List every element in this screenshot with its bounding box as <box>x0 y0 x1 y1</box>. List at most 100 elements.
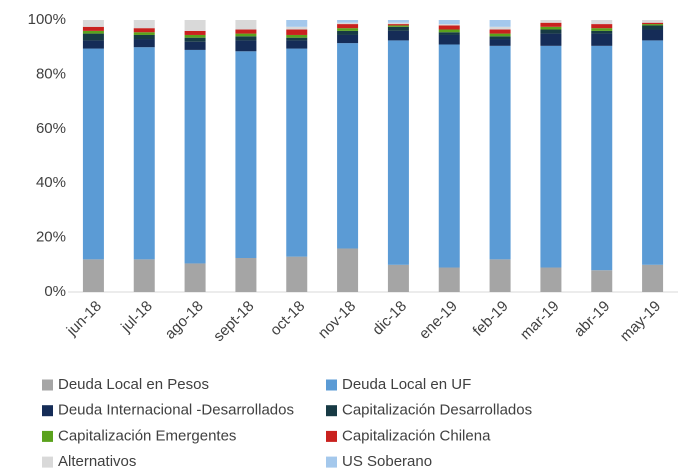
bar-segment <box>438 44 460 268</box>
bar-segment <box>438 267 460 292</box>
bar-segment <box>591 45 613 271</box>
y-tick-label: 80% <box>36 65 66 82</box>
legend-label: Deuda Internacional -Desarrollados <box>58 402 294 419</box>
bar-segment <box>540 267 562 292</box>
legend-label: US Soberano <box>342 453 432 470</box>
legend-swatch <box>326 379 337 391</box>
bar-segment <box>184 30 206 35</box>
legend-label: Capitalización Emergentes <box>58 427 236 444</box>
bar-segment <box>642 24 664 26</box>
legend-swatch <box>326 430 337 442</box>
bar-segment <box>133 32 155 35</box>
bar-segment <box>82 40 104 49</box>
bar-segment <box>387 24 409 26</box>
bar-segment <box>591 28 613 31</box>
bar-segment <box>235 40 257 52</box>
bar-segment <box>489 259 511 292</box>
bar-segment <box>540 26 562 30</box>
y-tick-label: 20% <box>36 229 66 246</box>
bar-segment <box>133 259 155 292</box>
bar-segment <box>184 263 206 292</box>
bar-segment <box>337 24 359 29</box>
bar-segment <box>286 37 308 41</box>
bar-segment <box>337 248 359 292</box>
bar-segment <box>489 39 511 46</box>
y-tick-label: 40% <box>36 174 66 191</box>
y-tick-label: 100% <box>28 11 66 28</box>
bar-segment <box>337 30 359 35</box>
bar-segment <box>642 40 664 265</box>
bar-segment <box>438 20 460 25</box>
bar-segment <box>387 25 409 27</box>
bar-segment <box>489 33 511 37</box>
x-tick-label: nov-18 <box>315 298 359 342</box>
bar-segment <box>82 33 104 41</box>
bar-segment <box>540 22 562 27</box>
bar-segment <box>489 45 511 260</box>
bar-segment <box>133 47 155 260</box>
bar-segment <box>540 45 562 268</box>
x-tick-label: jul-18 <box>117 298 156 337</box>
bar-segment <box>337 22 359 25</box>
x-tick-label: ene-19 <box>416 298 461 343</box>
bar-segment <box>133 39 155 48</box>
x-tick-label: feb-19 <box>470 298 512 340</box>
bar-segment <box>235 51 257 258</box>
legend-label: Deuda Local en UF <box>342 376 471 393</box>
bar-segment <box>133 34 155 40</box>
bar-segment <box>642 25 664 30</box>
bar-segment <box>489 20 511 27</box>
legend-swatch <box>42 405 53 417</box>
bar-segment <box>82 26 104 31</box>
legend-label: Deuda Local en Pesos <box>58 376 209 393</box>
bar-segment <box>387 264 409 292</box>
bar-segment <box>184 37 206 42</box>
bar-segment <box>591 270 613 292</box>
bar-segment <box>642 20 664 23</box>
bar-segment <box>642 264 664 292</box>
bar-segment <box>489 29 511 34</box>
bar-segment <box>337 43 359 249</box>
bar-segment <box>286 256 308 292</box>
bar-segment <box>133 28 155 33</box>
legend-swatch <box>42 379 53 391</box>
x-tick-label: sept-18 <box>210 298 257 345</box>
bar-segment <box>286 34 308 38</box>
y-tick-label: 60% <box>36 120 66 137</box>
x-tick-label: mar-19 <box>517 298 563 344</box>
x-tick-label: dic-18 <box>369 298 410 339</box>
bar-segment <box>438 24 460 26</box>
x-tick-label: ago-18 <box>162 298 207 343</box>
bar-segment <box>591 30 613 34</box>
bar-segment <box>387 30 409 41</box>
legend-label: Capitalización Chilena <box>342 427 491 444</box>
x-tick-label: oct-18 <box>267 298 309 340</box>
bar-segment <box>337 34 359 44</box>
bar-segment <box>286 20 308 27</box>
bar-segment <box>133 20 155 29</box>
bar-segment <box>235 20 257 30</box>
bar-segment <box>184 49 206 264</box>
bar-segment <box>489 36 511 40</box>
bar-segment <box>235 258 257 292</box>
legend-swatch <box>326 456 337 468</box>
bar-segment <box>540 33 562 46</box>
bar-segment <box>591 24 613 29</box>
bar-segment <box>642 22 664 25</box>
bar-segment <box>82 30 104 34</box>
bar-segment <box>438 32 460 35</box>
bar-segment <box>235 29 257 34</box>
bar-segment <box>387 40 409 265</box>
bar-segment <box>286 26 308 30</box>
bar-segment <box>286 40 308 49</box>
bar-segment <box>184 34 206 38</box>
x-tick-label: jun-18 <box>63 298 105 340</box>
x-tick-label: may-19 <box>617 298 664 345</box>
bar-segment <box>540 29 562 34</box>
bar-segment <box>438 25 460 30</box>
legend-label: Alternativos <box>58 453 136 470</box>
bar-segment <box>286 29 308 35</box>
bar-segment <box>184 20 206 31</box>
bar-segment <box>591 33 613 46</box>
